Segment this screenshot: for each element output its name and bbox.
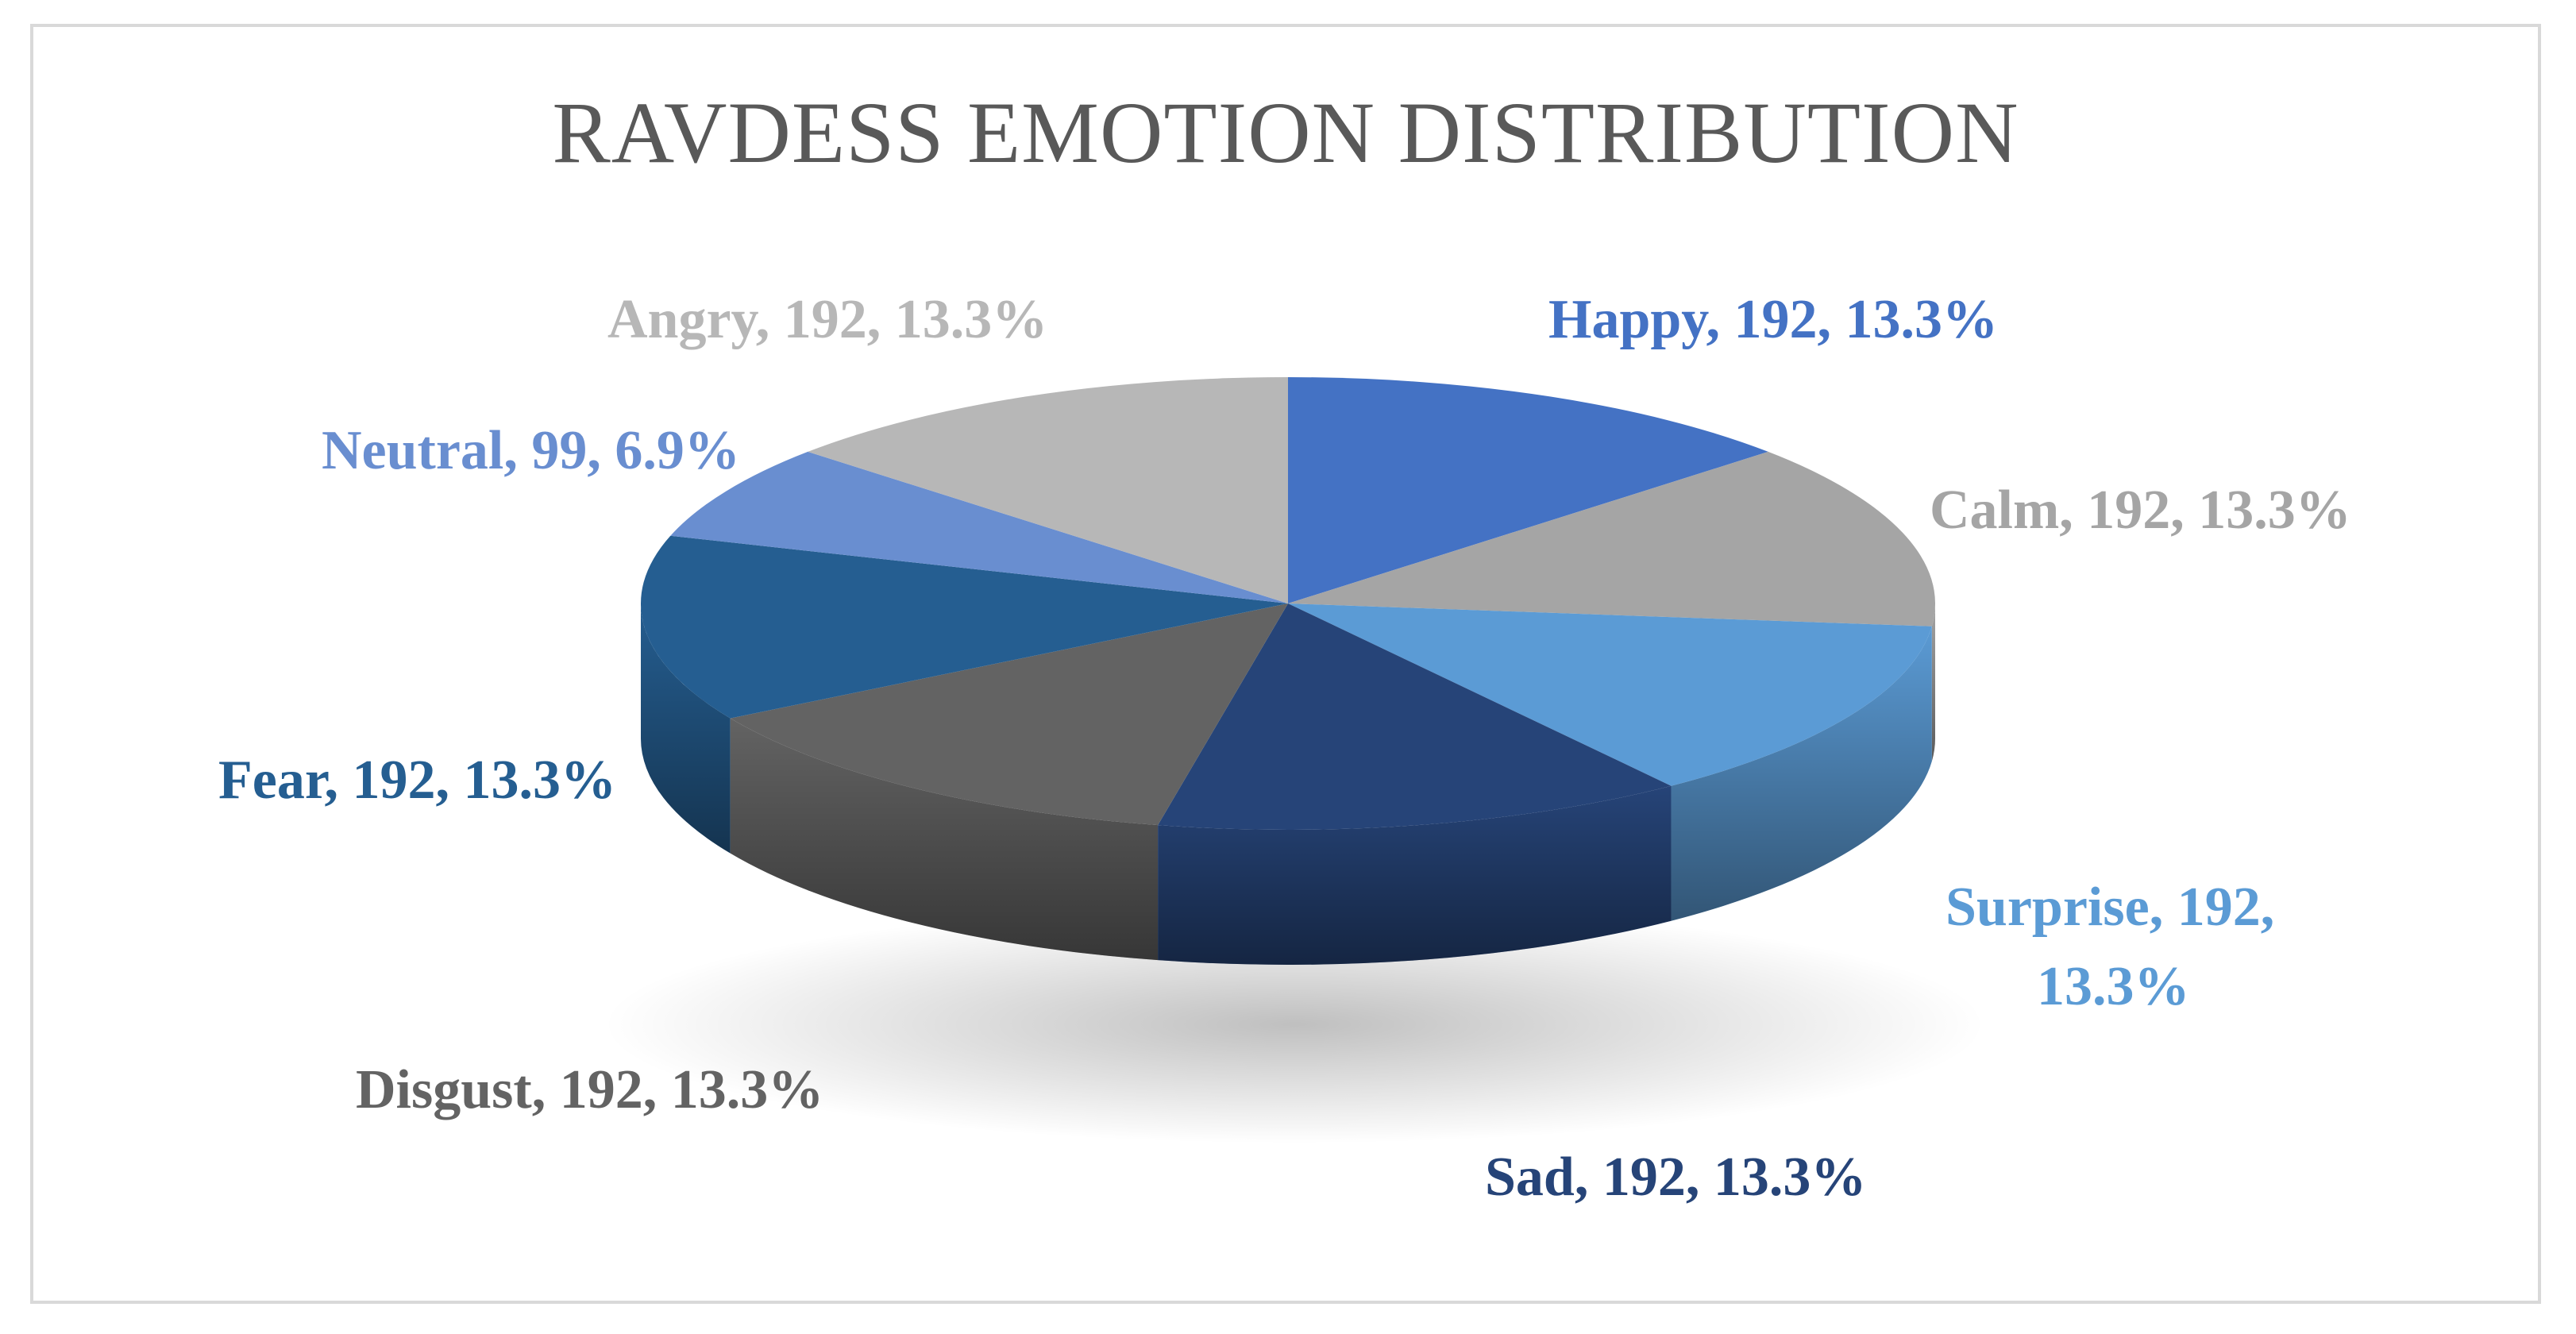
data-label-calm: Calm, 192, 13.3% <box>1930 480 2351 541</box>
data-label-angry: Angry, 192, 13.3% <box>607 289 1047 350</box>
pie-slice-fear <box>641 535 1288 719</box>
pie-slice-calm <box>1288 451 1935 627</box>
pie-side-shade-surprise <box>1671 626 1932 921</box>
pie-data-labels: Happy, 192, 13.3% Calm, 192, 13.3% Surpris… <box>218 289 2351 1208</box>
pie-slice-surprise <box>1288 603 1932 786</box>
pie-slice-happy <box>1288 377 1768 603</box>
data-label-happy: Happy, 192, 13.3% <box>1548 289 1998 350</box>
pie-slice-sad <box>1158 603 1672 830</box>
data-label-fear: Fear, 192, 13.3% <box>218 750 616 811</box>
pie-side-shade-calm <box>1931 603 1936 761</box>
data-label-surprise: Surprise, 192, 13.3% <box>1945 877 2274 1017</box>
pie-side-shade-fear <box>641 603 731 854</box>
pie-slice-neutral <box>670 451 1288 603</box>
chart-title: RAVDESS EMOTION DISTRIBUTION <box>552 84 2019 181</box>
pie-slice-disgust <box>730 603 1288 826</box>
pie-slice-angry <box>808 377 1288 603</box>
pie-top-faces <box>641 377 1935 830</box>
data-label-neutral: Neutral, 99, 6.9% <box>322 420 740 481</box>
data-label-sad: Sad, 192, 13.3% <box>1485 1147 1866 1208</box>
pie-sides <box>641 603 1936 965</box>
pie-side-shade-disgust <box>730 718 1159 961</box>
pie-shadow <box>604 905 1985 1143</box>
data-label-disgust: Disgust, 192, 13.3% <box>356 1059 823 1120</box>
pie-side-shade-sad <box>1158 785 1672 965</box>
